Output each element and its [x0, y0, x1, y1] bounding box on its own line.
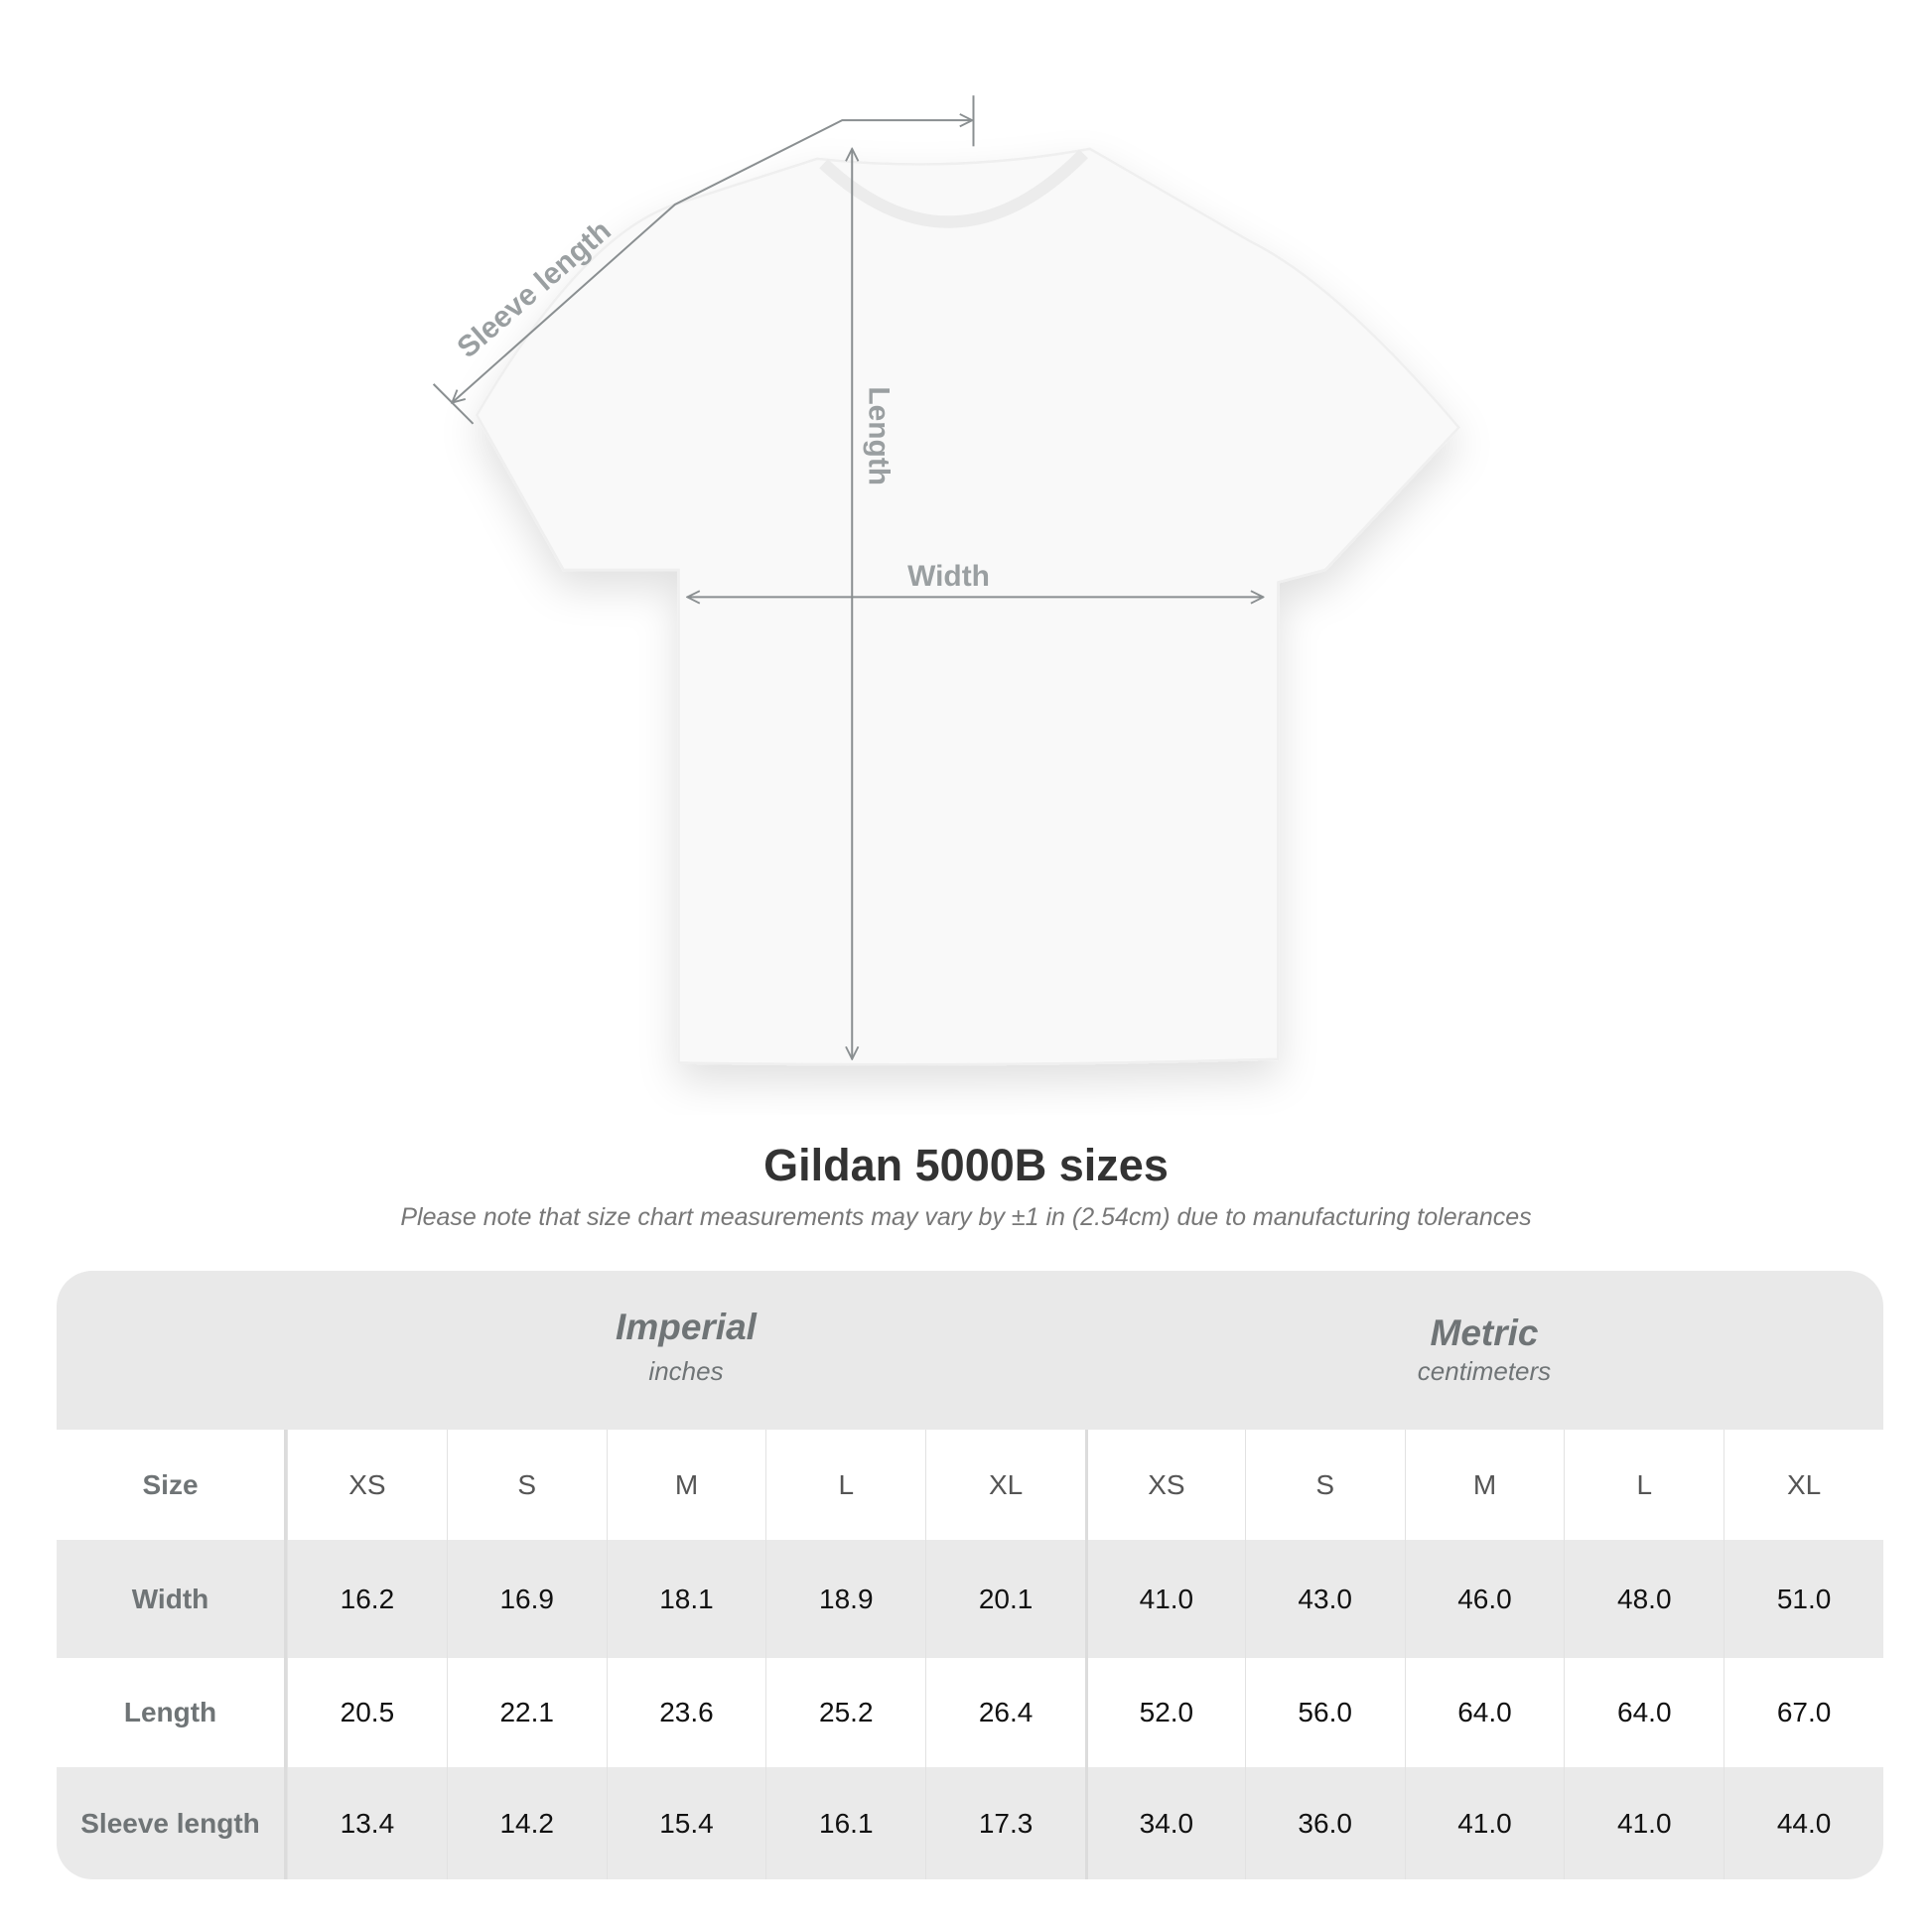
- value-cell: 18.1: [606, 1540, 766, 1658]
- value-cell: 52.0: [1084, 1658, 1245, 1767]
- table-header-band: [57, 1271, 1883, 1430]
- table-row: Width 16.2 16.9 18.1 18.9 20.1 41.0 43.0 46.0 48.…: [57, 1540, 1883, 1658]
- tshirt-shape: [475, 147, 1461, 1066]
- value-cell: 64.0: [1564, 1658, 1724, 1767]
- value-cell: 67.0: [1724, 1658, 1883, 1767]
- size-header-cell: S: [446, 1430, 607, 1540]
- value-cell: 23.6: [606, 1658, 766, 1767]
- value-cell: 41.0: [1404, 1767, 1565, 1879]
- value-cell: 20.1: [925, 1540, 1085, 1658]
- group-unit: inches: [648, 1356, 724, 1386]
- value-cell: 14.2: [446, 1767, 607, 1879]
- size-header-cell: M: [606, 1430, 766, 1540]
- row-label: Sleeve length: [57, 1767, 287, 1879]
- row-label: Length: [57, 1658, 287, 1767]
- imperial-group: Imperial inches: [287, 1271, 1085, 1430]
- group-unit: centimeters: [1417, 1356, 1552, 1386]
- value-cell: 22.1: [446, 1658, 607, 1767]
- size-header-cell: XL: [1724, 1430, 1883, 1540]
- size-header-cell: S: [1244, 1430, 1405, 1540]
- value-cell: 26.4: [925, 1658, 1085, 1767]
- value-cell: 25.2: [765, 1658, 925, 1767]
- table-row: Length 20.5 22.1 23.6 25.2 26.4 52.0 56.0 64.0 64…: [57, 1658, 1883, 1767]
- value-cell: 15.4: [606, 1767, 766, 1879]
- row-label: Size: [57, 1430, 287, 1540]
- size-header-cell: L: [1564, 1430, 1724, 1540]
- size-header-row: Size XS S M L XL XS S M L XL: [57, 1430, 1883, 1540]
- group-label: Metric: [1430, 1312, 1539, 1353]
- value-cell: 44.0: [1724, 1767, 1883, 1879]
- size-header-cell: M: [1404, 1430, 1565, 1540]
- size-header-cell: L: [765, 1430, 925, 1540]
- length-label: Length: [863, 386, 896, 485]
- value-cell: 18.9: [765, 1540, 925, 1658]
- value-cell: 36.0: [1244, 1767, 1405, 1879]
- size-header-cell: XS: [1084, 1430, 1245, 1540]
- tolerance-note: Please note that size chart measurements…: [400, 1203, 1532, 1231]
- value-cell: 46.0: [1404, 1540, 1565, 1658]
- value-cell: 41.0: [1084, 1540, 1245, 1658]
- value-cell: 20.5: [287, 1658, 447, 1767]
- width-label: Width: [907, 560, 990, 593]
- size-header-cell: XL: [925, 1430, 1085, 1540]
- metric-group: Metric centimeters: [1085, 1271, 1883, 1436]
- tshirt-diagram: Sleeve length Length Width: [432, 95, 1461, 1066]
- value-cell: 43.0: [1244, 1540, 1405, 1658]
- value-cell: 34.0: [1084, 1767, 1245, 1879]
- value-cell: 16.9: [446, 1540, 607, 1658]
- value-cell: 16.2: [287, 1540, 447, 1658]
- group-label: Imperial: [616, 1307, 757, 1347]
- value-cell: 13.4: [287, 1767, 447, 1879]
- value-cell: 16.1: [765, 1767, 925, 1879]
- size-header-cell: XS: [287, 1430, 447, 1540]
- table-row: Sleeve length 13.4 14.2 15.4 16.1 17.3 34.0 36.…: [57, 1767, 1883, 1879]
- sleeve-measure-line: [432, 95, 975, 425]
- value-cell: 56.0: [1244, 1658, 1405, 1767]
- value-cell: 64.0: [1404, 1658, 1565, 1767]
- value-cell: 17.3: [925, 1767, 1085, 1879]
- page-title: Gildan 5000B sizes: [763, 1140, 1169, 1190]
- row-label: Width: [57, 1540, 287, 1658]
- size-chart-table: Imperial inches Metric centimeters Size …: [57, 1271, 1883, 1879]
- value-cell: 48.0: [1564, 1540, 1724, 1658]
- value-cell: 41.0: [1564, 1767, 1724, 1879]
- value-cell: 51.0: [1724, 1540, 1883, 1658]
